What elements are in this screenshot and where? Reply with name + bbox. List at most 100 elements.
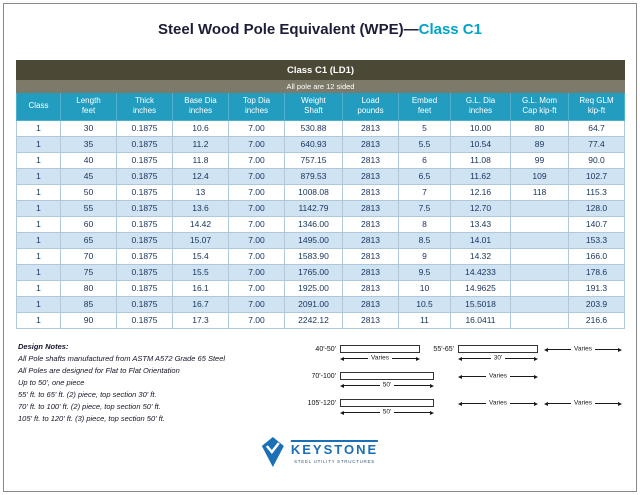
table-cell: 2813 xyxy=(342,311,399,329)
table-cell: 90.0 xyxy=(568,151,625,169)
arrow-line xyxy=(462,376,487,377)
table-cell: 90 xyxy=(60,311,117,329)
table-cell: 85 xyxy=(60,295,117,313)
column-header: Req GLM kip-ft xyxy=(568,92,625,121)
table-cell: 1 xyxy=(16,231,61,249)
table-cell: 55 xyxy=(60,199,117,217)
arrow-line xyxy=(394,412,431,413)
table-cell: 10.6 xyxy=(172,119,229,137)
table-cell: 2242.12 xyxy=(284,311,343,329)
arrow-line xyxy=(391,358,417,359)
table-cell: 5.5 xyxy=(398,135,451,153)
table-cell: 7.00 xyxy=(228,263,285,281)
table-cell: 2813 xyxy=(342,119,399,137)
table-cell: 10.54 xyxy=(450,135,511,153)
table-cell: 191.3 xyxy=(568,279,625,297)
table-cell: 1 xyxy=(16,199,61,217)
table-row: 1 35 0.1875 11.2 7.00 640.93 2813 5.5 10.54 89 77.… xyxy=(16,135,625,153)
table-cell: 102.7 xyxy=(568,167,625,185)
table-cell: 1495.00 xyxy=(284,231,343,249)
table-cell: 166.0 xyxy=(568,247,625,265)
table-cell: 7.00 xyxy=(228,167,285,185)
table-cell: 13.43 xyxy=(450,215,511,233)
table-cell: 2813 xyxy=(342,167,399,185)
pole-range-label: 40'-50' xyxy=(315,346,336,353)
table-subtitle-row: All pole are 12 sided xyxy=(16,79,625,93)
table-cell: 16.0411 xyxy=(450,311,511,329)
keystone-logo: KEYSTONE STEEL UTILITY STRUCTURES xyxy=(261,437,379,467)
design-note-line: Up to 50', one piece xyxy=(18,378,85,387)
table-cell: 1 xyxy=(16,279,61,297)
table-cell: 5 xyxy=(398,119,451,137)
table-cell: 12.4 xyxy=(172,167,229,185)
table-row: 1 90 0.1875 17.3 7.00 2242.12 2813 11 16.0411 216… xyxy=(16,311,625,329)
table-cell: 65 xyxy=(60,231,117,249)
table-cell: 1 xyxy=(16,263,61,281)
design-notes-lines: All Pole shafts manufactured from ASTM A… xyxy=(18,353,294,425)
table-cell: 1142.79 xyxy=(284,199,343,217)
table-cell: 0.1875 xyxy=(116,247,173,265)
table-cell: 2813 xyxy=(342,231,399,249)
table-cell: 50 xyxy=(60,183,117,201)
table-cell: 15.5 xyxy=(172,263,229,281)
dimension-arrow: 50' xyxy=(340,409,434,416)
dimension-label: Varies xyxy=(574,345,592,353)
table-subtitle: All pole are 12 sided xyxy=(16,79,625,93)
table-cell: 9.5 xyxy=(398,263,451,281)
diagram-row: 105'-120' 50' Varies Varies xyxy=(300,398,624,425)
table-cell: 109 xyxy=(510,167,569,185)
table-cell: 11.08 xyxy=(450,151,511,169)
table-cell: 530.88 xyxy=(284,119,343,137)
table-cell: 115.3 xyxy=(568,183,625,201)
table-row: 1 40 0.1875 11.8 7.00 757.15 2813 6 11.08 99 90.0 xyxy=(16,151,625,169)
table-body: 1 30 0.1875 10.6 7.00 530.88 2813 5 10.00 80 64.7 1… xyxy=(16,119,625,329)
table-row: 1 30 0.1875 10.6 7.00 530.88 2813 5 10.00 80 64.7 xyxy=(16,119,625,137)
design-notes: Design Notes: All Pole shafts manufactur… xyxy=(18,341,294,425)
table-cell: 0.1875 xyxy=(116,311,173,329)
table-cell: 7.00 xyxy=(228,199,285,217)
column-header: Base Dia inches xyxy=(172,92,229,121)
table-cell: 7.00 xyxy=(228,279,285,297)
table-cell: 77.4 xyxy=(568,135,625,153)
table-cell: 7.00 xyxy=(228,231,285,249)
design-notes-heading: Design Notes: xyxy=(18,342,69,351)
dimension-label: Varies xyxy=(574,399,592,407)
table-cell: 0.1875 xyxy=(116,279,173,297)
table-cell: 30 xyxy=(60,119,117,137)
table-cell: 2813 xyxy=(342,247,399,265)
table-cell: 12.70 xyxy=(450,199,511,217)
table-cell: 2813 xyxy=(342,183,399,201)
table-cell: 70 xyxy=(60,247,117,265)
table-cell: 8.5 xyxy=(398,231,451,249)
table-cell: 1 xyxy=(16,247,61,265)
arrow-line xyxy=(594,403,619,404)
table-cell: 640.93 xyxy=(284,135,343,153)
table-cell: 1 xyxy=(16,151,61,169)
pole-diagram: 50' xyxy=(340,399,434,416)
dimension-arrow: Varies xyxy=(544,346,622,353)
table-cell: 2813 xyxy=(342,279,399,297)
table-cell: 0.1875 xyxy=(116,119,173,137)
title-main: Steel Wood Pole Equivalent (WPE)— xyxy=(158,21,419,38)
table-column-header-row: Class Length feet Thick inches Base Dia inches… xyxy=(16,92,625,121)
arrow-line xyxy=(462,358,491,359)
table-cell: 15.07 xyxy=(172,231,229,249)
table-cell: 75 xyxy=(60,263,117,281)
arrow-line xyxy=(548,403,572,404)
table-cell: 11.62 xyxy=(450,167,511,185)
table-row: 1 50 0.1875 13 7.00 1008.08 2813 7 12.16 118 115.3 xyxy=(16,183,625,201)
table-cell: 1 xyxy=(16,183,61,201)
table-cell: 1765.00 xyxy=(284,263,343,281)
table-cell: 0.1875 xyxy=(116,167,173,185)
dimension-label: Varies xyxy=(489,399,507,407)
table-cell: 7.00 xyxy=(228,119,285,137)
table-cell: 7.00 xyxy=(228,295,285,313)
design-note-line: 105' ft. to 120' ft. (3) piece, top sect… xyxy=(18,414,165,423)
design-note-line: 70' ft. to 100' ft. (2) piece, top secti… xyxy=(18,402,161,411)
table-cell: 7.00 xyxy=(228,135,285,153)
table-cell: 0.1875 xyxy=(116,295,173,313)
arrow-line xyxy=(344,385,380,386)
table-cell: 64.7 xyxy=(568,119,625,137)
table-cell: 2813 xyxy=(342,151,399,169)
arrow-line xyxy=(548,349,572,350)
